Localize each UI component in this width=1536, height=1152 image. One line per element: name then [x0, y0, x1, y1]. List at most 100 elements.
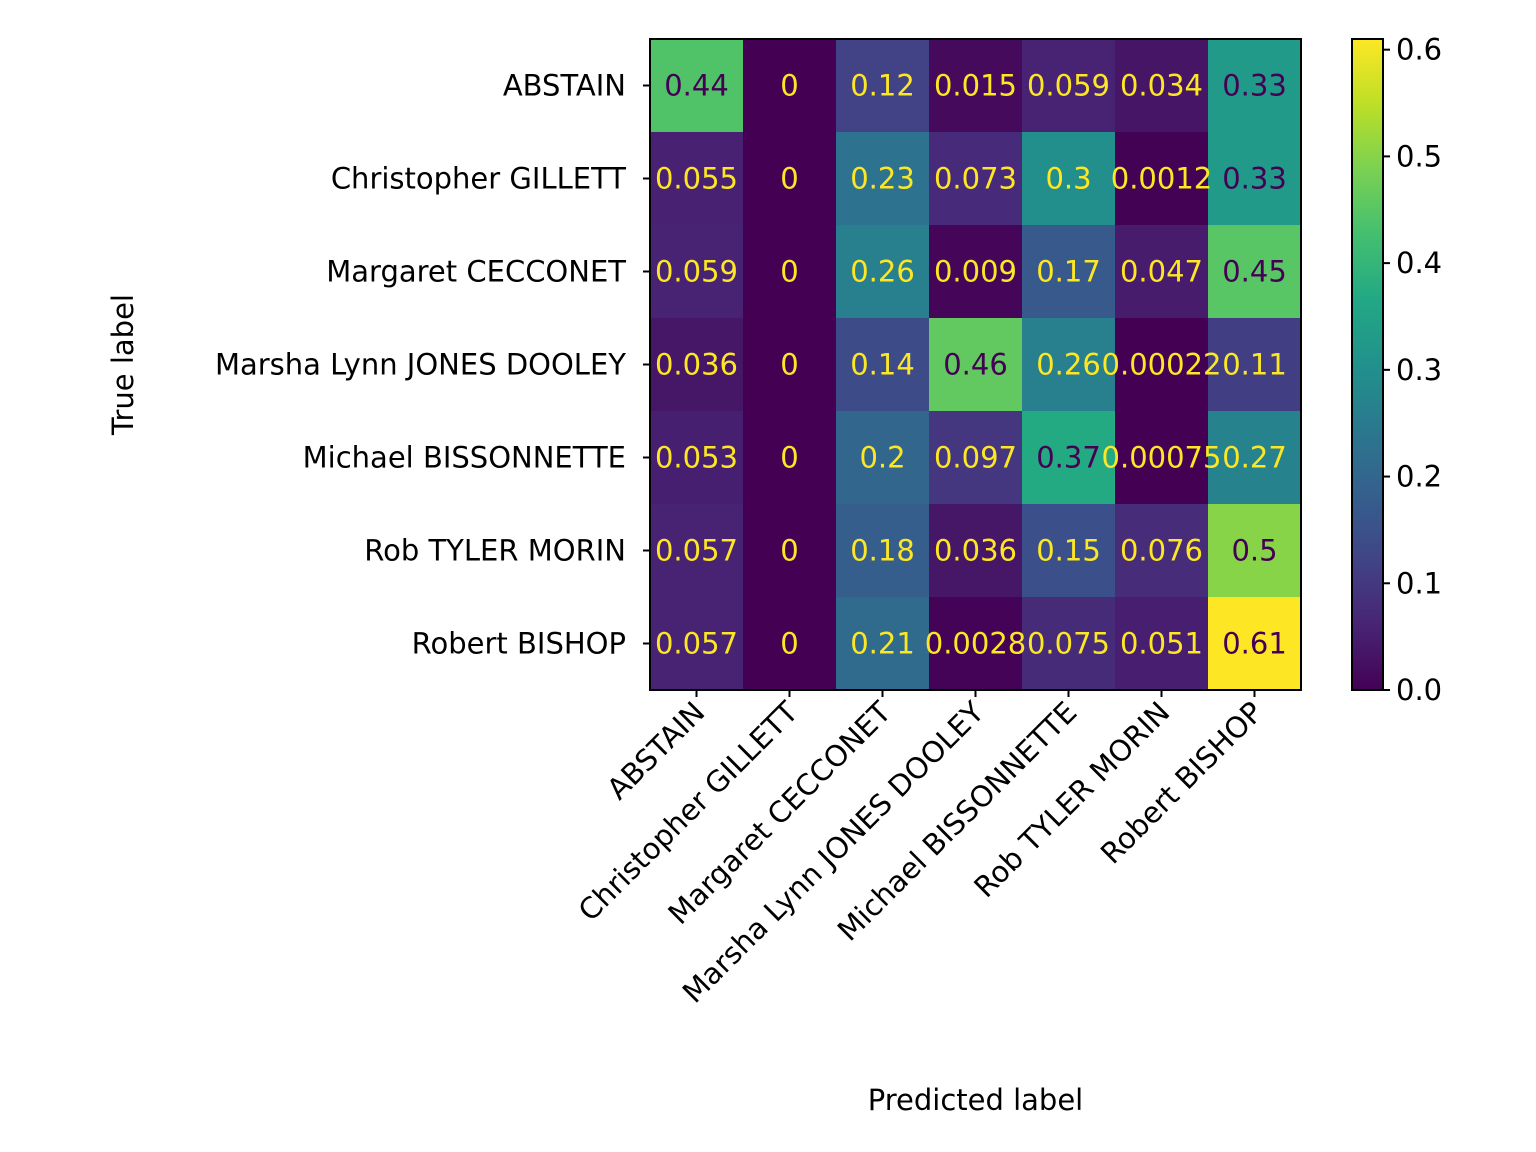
cell-value-label: 0.0028	[925, 627, 1026, 661]
cell-value-label: 0.33	[1222, 162, 1287, 196]
x-axis-title: Predicted label	[868, 1083, 1084, 1117]
heatmap-cell	[743, 39, 837, 133]
heatmap-cell	[743, 318, 837, 412]
x-tick-label: Robert BISHOP	[1094, 695, 1270, 871]
heatmap-cell	[836, 411, 930, 505]
heatmap-cell	[1022, 411, 1116, 505]
cell-value-label: 0.059	[1027, 69, 1110, 103]
heatmap-cell	[650, 225, 744, 319]
cell-value-label: 0.17	[1036, 255, 1101, 289]
cell-value-label: 0.055	[655, 162, 738, 196]
cell-value-label: 0.46	[943, 348, 1008, 382]
cell-value-label: 0.057	[655, 534, 738, 568]
heatmap-cell	[1115, 318, 1209, 412]
cell-value-label: 0.059	[655, 255, 738, 289]
cell-value-label: 0.26	[1036, 348, 1101, 382]
heatmap-cell	[836, 504, 930, 598]
heatmap-cell	[929, 225, 1023, 319]
cell-value-label: 0.036	[934, 534, 1017, 568]
y-tick-label: Rob TYLER MORIN	[364, 534, 626, 568]
colorbar-tick-label: 0.1	[1396, 566, 1442, 600]
cell-value-label: 0.034	[1120, 69, 1203, 103]
cell-value-label: 0.009	[934, 255, 1017, 289]
heatmap-cell	[1115, 411, 1209, 505]
heatmap-cell	[743, 132, 837, 226]
heatmap-cell	[1208, 39, 1302, 133]
heatmap-cell	[1115, 39, 1209, 133]
heatmap-cell	[650, 411, 744, 505]
heatmap-cell	[836, 132, 930, 226]
heatmap-cell	[1208, 597, 1302, 691]
cell-value-label: 0.2	[859, 441, 905, 475]
heatmap-cell	[1115, 225, 1209, 319]
cell-value-label: 0	[780, 162, 798, 196]
cell-value-label: 0.051	[1120, 627, 1203, 661]
heatmap-cells	[650, 39, 1302, 691]
heatmap-cell	[1022, 132, 1116, 226]
cell-value-label: 0.015	[934, 69, 1017, 103]
heatmap-cell	[836, 39, 930, 133]
heatmap-cell	[836, 225, 930, 319]
y-tick-label: Margaret CECCONET	[326, 255, 626, 289]
heatmap-cell-labels: 0.44 0 0.12 0.015 0.059 0.034 0.33 0.055 0 0.23 0.…	[655, 69, 1287, 661]
cell-value-label: 0.00022	[1102, 348, 1222, 382]
heatmap-cell	[929, 132, 1023, 226]
y-tick-label: Christopher GILLETT	[331, 162, 626, 196]
colorbar-tick-label: 0.0	[1396, 673, 1442, 707]
cell-value-label: 0.0012	[1111, 162, 1212, 196]
heatmap-cell	[929, 318, 1023, 412]
cell-value-label: 0.3	[1045, 162, 1091, 196]
heatmap-cell	[1022, 225, 1116, 319]
cell-value-label: 0.076	[1120, 534, 1203, 568]
cell-value-label: 0.14	[850, 348, 915, 382]
cell-value-label: 0.075	[1027, 627, 1110, 661]
heatmap-cell	[650, 132, 744, 226]
heatmap-cell	[743, 225, 837, 319]
heatmap-cell	[1208, 318, 1302, 412]
heatmap-cell	[836, 318, 930, 412]
cell-value-label: 0.11	[1222, 348, 1287, 382]
heatmap-cell	[836, 597, 930, 691]
cell-value-label: 0.047	[1120, 255, 1203, 289]
cell-value-label: 0.21	[850, 627, 915, 661]
colorbar	[1351, 38, 1384, 691]
heatmap-cell	[1208, 225, 1302, 319]
heatmap-cell	[743, 411, 837, 505]
heatmap-cell	[929, 39, 1023, 133]
cell-value-label: 0.057	[655, 627, 738, 661]
heatmap-cell	[650, 318, 744, 412]
cell-value-label: 0.45	[1222, 255, 1287, 289]
heatmap-cell	[1208, 504, 1302, 598]
cell-value-label: 0.23	[850, 162, 915, 196]
cell-value-label: 0	[780, 348, 798, 382]
heatmap-cell	[1115, 504, 1209, 598]
heatmap-cell	[743, 504, 837, 598]
heatmap-cell	[650, 597, 744, 691]
y-tick-label: Michael BISSONNETTE	[303, 441, 626, 475]
heatmap-cell	[1022, 504, 1116, 598]
heatmap-cell	[743, 597, 837, 691]
cell-value-label: 0.37	[1036, 441, 1101, 475]
heatmap-cell	[929, 597, 1023, 691]
cell-value-label: 0	[780, 534, 798, 568]
cell-value-label: 0.073	[934, 162, 1017, 196]
heatmap-cell	[1022, 318, 1116, 412]
heatmap-cell	[1022, 597, 1116, 691]
colorbar-tick-label: 0.2	[1396, 460, 1442, 494]
heatmap-cell	[650, 39, 744, 133]
cell-value-label: 0	[780, 627, 798, 661]
cell-value-label: 0.00075	[1102, 441, 1222, 475]
colorbar-tick-label: 0.6	[1396, 33, 1442, 67]
colorbar-tick-label: 0.4	[1396, 246, 1442, 280]
heatmap-cell	[1208, 132, 1302, 226]
y-axis-ticks: ABSTAIN Christopher GILLETT Margaret CECCO…	[215, 69, 650, 661]
cell-value-label: 0.053	[655, 441, 738, 475]
cell-value-label: 0.036	[655, 348, 738, 382]
y-tick-label: ABSTAIN	[503, 69, 626, 103]
colorbar-tick-label: 0.3	[1396, 353, 1442, 387]
y-tick-label: Marsha Lynn JONES DOOLEY	[215, 348, 626, 382]
colorbar-ticks: 0.0 0.1 0.2 0.3 0.4 0.5 0.6	[1383, 33, 1442, 707]
heatmap-cell	[1208, 411, 1302, 505]
